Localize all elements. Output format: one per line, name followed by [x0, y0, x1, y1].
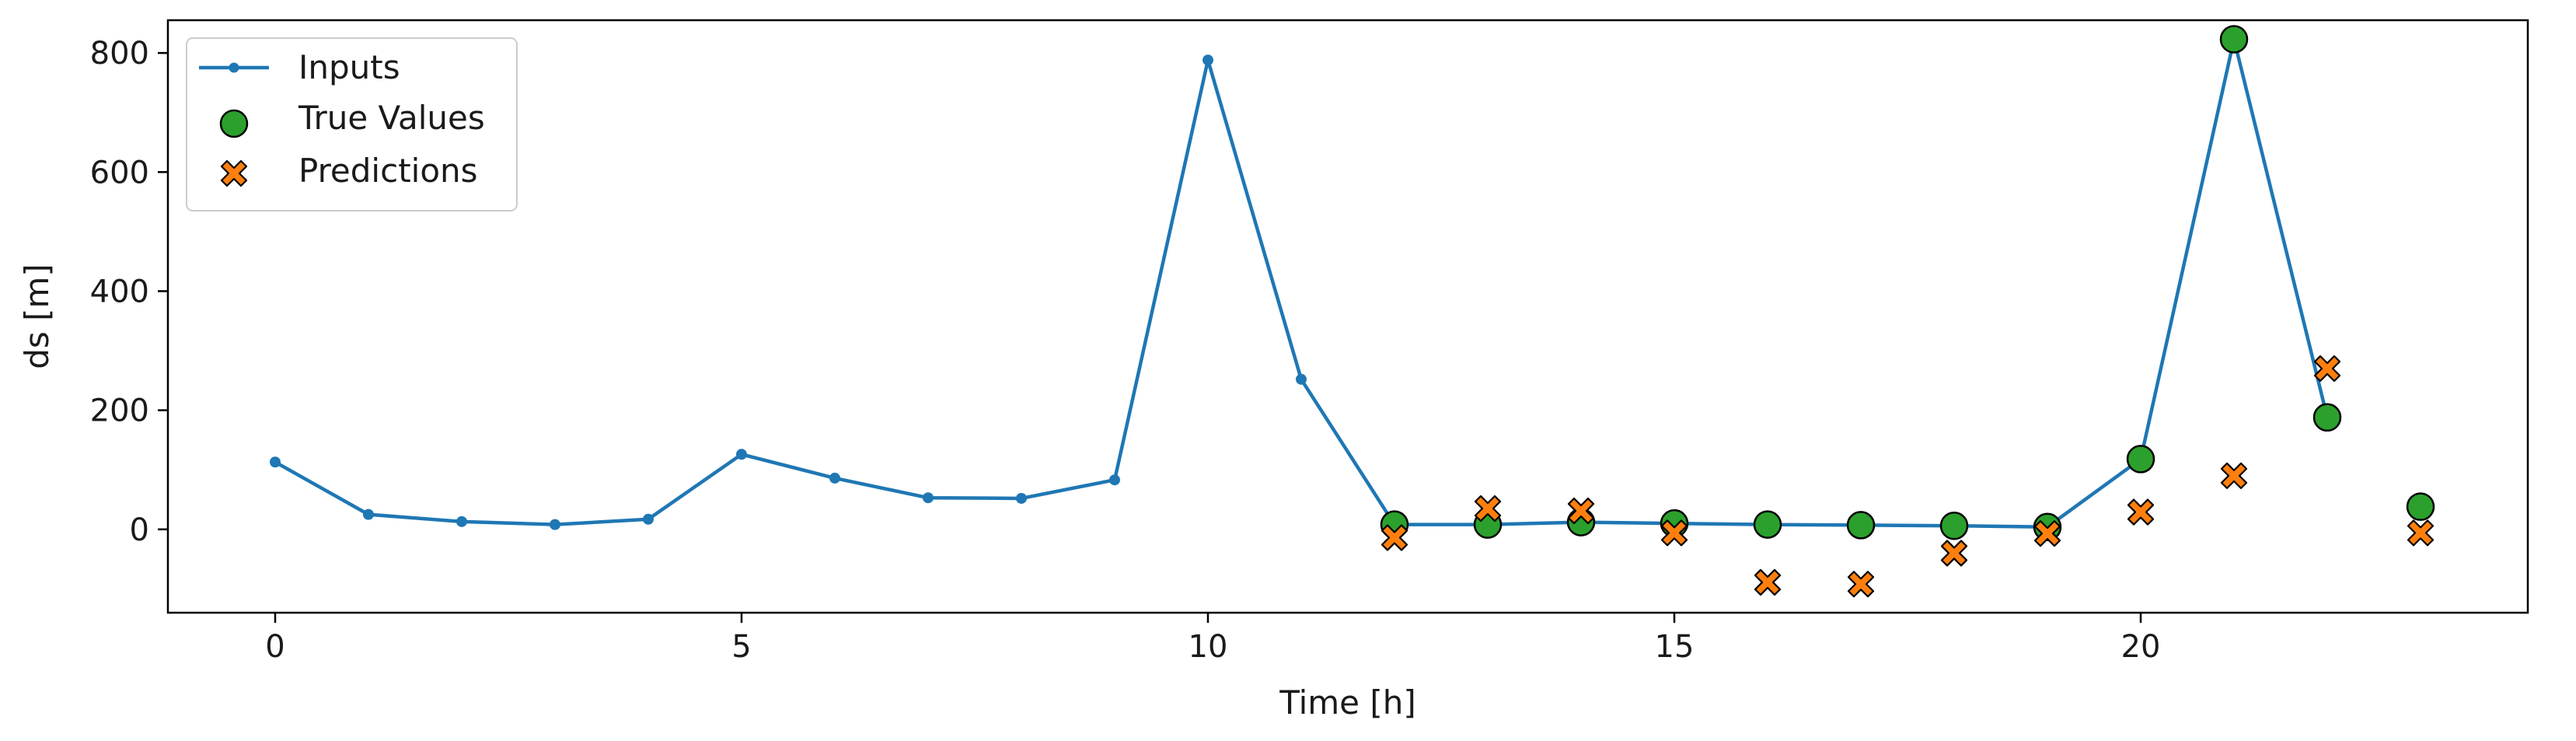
y-tick-label: 400	[90, 274, 149, 309]
legend-true-values-label: True Values	[298, 99, 485, 137]
prediction-point	[1754, 568, 1782, 596]
y-tick-label: 800	[90, 36, 149, 72]
prediction-point	[1380, 524, 1408, 551]
inputs-point	[923, 492, 934, 504]
plot-frame	[166, 19, 2529, 614]
x-tick-label: 0	[265, 629, 284, 665]
true-value-point	[2219, 25, 2249, 54]
x-tick-label: 20	[2121, 629, 2161, 665]
x-tick-label: 10	[1189, 629, 1228, 665]
prediction-point	[1660, 519, 1688, 547]
inputs-point	[270, 456, 281, 468]
legend-true-values-marker	[219, 109, 249, 138]
inputs-point	[736, 449, 747, 460]
prediction-point	[1847, 571, 1875, 598]
inputs-point	[1202, 54, 1213, 66]
y-tick-label: 0	[130, 512, 149, 548]
x-axis-label: Time [h]	[1279, 683, 1416, 722]
inputs-point	[550, 519, 560, 530]
legend-predictions-marker	[220, 159, 248, 187]
legend-frame	[186, 37, 518, 211]
true-value-point	[2126, 445, 2155, 474]
x-tick-label: 5	[731, 629, 751, 665]
legend-inputs-marker	[229, 62, 239, 73]
y-axis-label: ds [m]	[18, 264, 56, 369]
y-tick-label: 600	[90, 155, 149, 190]
prediction-point	[2407, 519, 2435, 547]
inputs-point	[643, 513, 654, 525]
y-tick-label: 200	[90, 393, 149, 429]
legend: Inputs True Values Predictions	[186, 37, 518, 211]
inputs-point	[1109, 474, 1120, 486]
series-layer	[270, 25, 2435, 598]
true-value-point	[2406, 492, 2435, 521]
inputs-line	[274, 37, 2330, 529]
prediction-point	[1567, 497, 1595, 525]
true-value-point	[1753, 510, 1782, 539]
inputs-point	[1296, 373, 1307, 385]
inputs-point	[1016, 492, 1027, 504]
true-value-point	[1939, 511, 1969, 540]
x-tick-label: 15	[1655, 629, 1695, 665]
inputs-point	[363, 509, 374, 520]
legend-inputs-label: Inputs	[298, 48, 400, 86]
true-value-point	[1846, 511, 1876, 540]
prediction-point	[2033, 520, 2061, 547]
prediction-point	[1940, 540, 1968, 567]
prediction-point	[2220, 462, 2248, 489]
true-value-point	[2312, 403, 2342, 432]
legend-predictions-label: Predictions	[298, 152, 478, 190]
inputs-point	[829, 472, 840, 484]
prediction-point	[1474, 495, 1502, 523]
prediction-point	[2127, 498, 2155, 526]
prediction-point	[2313, 355, 2341, 383]
inputs-point	[456, 516, 467, 527]
